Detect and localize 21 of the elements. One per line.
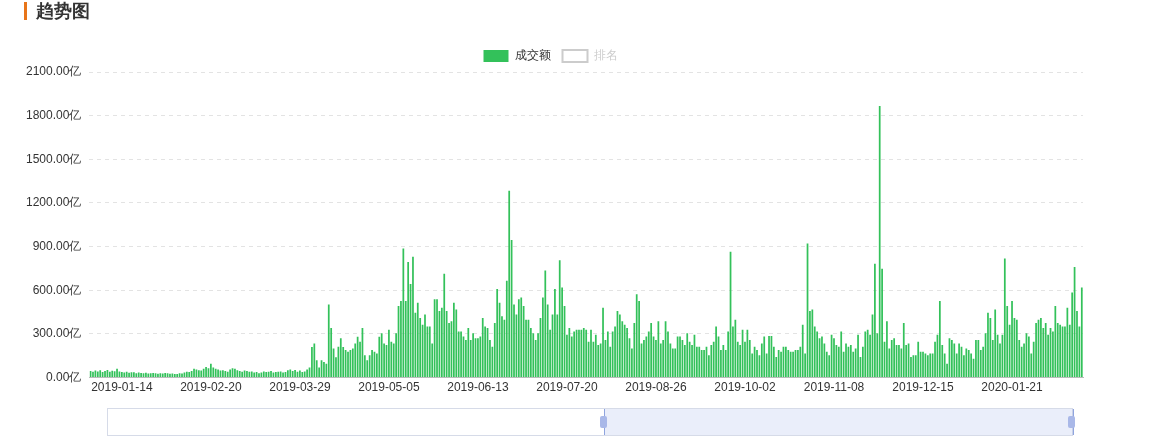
x-tick-label: 2019-03-29 — [269, 380, 331, 395]
y-tick-label: 1800.00亿 — [25, 107, 82, 122]
x-tick-label: 2019-10-02 — [714, 380, 776, 395]
chart-title: 趋势图 — [36, 0, 90, 23]
x-tick-label: 2019-12-15 — [892, 380, 955, 395]
y-tick-label: 300.00亿 — [32, 326, 82, 341]
x-tick-label: 2019-11-08 — [803, 380, 865, 395]
x-tick-label: 2019-08-26 — [625, 380, 687, 395]
y-tick-label: 1200.00亿 — [25, 195, 82, 210]
y-tick-label: 900.00亿 — [32, 238, 82, 253]
x-tick-label: 2019-05-05 — [358, 380, 420, 395]
y-tick-label: 2100.00亿 — [25, 64, 82, 79]
x-tick-label: 2019-07-20 — [536, 380, 598, 395]
x-tick-label: 2019-01-14 — [91, 380, 153, 395]
x-tick-label: 2019-06-13 — [447, 380, 509, 395]
x-tick-label: 2020-01-21 — [981, 380, 1044, 395]
legend-label: 成交额 — [514, 48, 551, 63]
y-tick-label: 0.00亿 — [46, 369, 82, 384]
y-tick-label: 1500.00亿 — [25, 151, 82, 166]
y-tick-label: 600.00亿 — [32, 282, 82, 297]
x-tick-label: 2019-02-20 — [180, 380, 242, 395]
